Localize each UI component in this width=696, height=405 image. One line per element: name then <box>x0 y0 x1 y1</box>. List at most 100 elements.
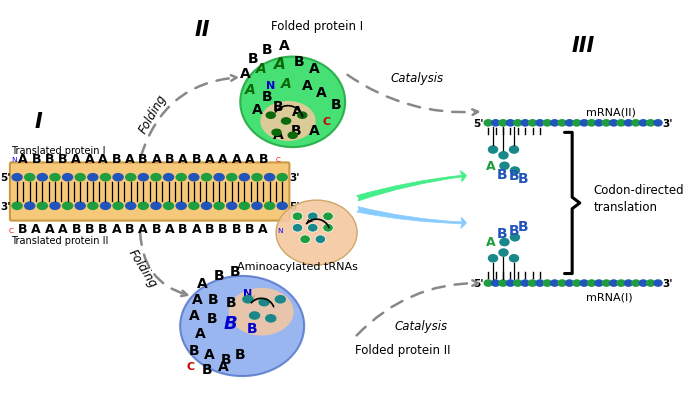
Text: B: B <box>496 227 507 241</box>
Text: A: A <box>31 223 41 236</box>
Text: A: A <box>98 152 108 165</box>
Ellipse shape <box>521 279 530 287</box>
Ellipse shape <box>631 120 640 127</box>
Text: B: B <box>224 314 237 333</box>
Ellipse shape <box>264 202 276 211</box>
Ellipse shape <box>62 173 73 182</box>
Ellipse shape <box>175 202 187 211</box>
Text: B: B <box>226 295 236 309</box>
Text: B: B <box>178 223 188 236</box>
Ellipse shape <box>499 162 509 171</box>
Ellipse shape <box>491 120 500 127</box>
Text: B: B <box>152 223 161 236</box>
Text: B: B <box>31 152 41 165</box>
Text: A: A <box>58 223 68 236</box>
Text: A: A <box>197 276 207 290</box>
Ellipse shape <box>74 173 86 182</box>
Text: A: A <box>45 223 54 236</box>
Text: B: B <box>191 152 201 165</box>
Text: II: II <box>194 20 210 40</box>
Text: B: B <box>496 168 507 182</box>
Text: B: B <box>221 352 231 367</box>
Ellipse shape <box>509 254 519 263</box>
Text: $_{\mathregular{N}}$: $_{\mathregular{N}}$ <box>11 155 17 165</box>
Text: B: B <box>72 223 81 236</box>
Text: B: B <box>232 223 242 236</box>
Ellipse shape <box>239 173 250 182</box>
Ellipse shape <box>188 202 200 211</box>
Ellipse shape <box>484 120 493 127</box>
Ellipse shape <box>505 279 515 287</box>
Text: A: A <box>244 83 255 97</box>
Ellipse shape <box>587 120 596 127</box>
Text: B: B <box>165 152 175 165</box>
Ellipse shape <box>125 202 136 211</box>
Ellipse shape <box>74 202 86 211</box>
Ellipse shape <box>125 173 136 182</box>
Text: B: B <box>208 292 219 307</box>
Text: A: A <box>279 38 290 53</box>
Ellipse shape <box>564 120 574 127</box>
Text: III: III <box>572 36 595 55</box>
Text: Aminoacylated tRNAs: Aminoacylated tRNAs <box>237 261 358 271</box>
Ellipse shape <box>240 58 345 148</box>
Ellipse shape <box>587 279 596 287</box>
Text: B: B <box>262 90 272 104</box>
Text: B: B <box>85 223 95 236</box>
Text: B: B <box>189 343 200 357</box>
Text: A: A <box>191 223 201 236</box>
Text: A: A <box>256 62 267 75</box>
Ellipse shape <box>24 202 35 211</box>
Text: mRNA(II): mRNA(II) <box>585 107 635 117</box>
Ellipse shape <box>557 120 567 127</box>
Text: A: A <box>219 152 228 165</box>
Ellipse shape <box>138 202 149 211</box>
Text: A: A <box>280 77 292 91</box>
Text: B: B <box>58 152 68 165</box>
Ellipse shape <box>594 279 603 287</box>
Text: Folded protein I: Folded protein I <box>271 20 363 33</box>
Text: A: A <box>487 160 496 173</box>
Text: 3': 3' <box>289 173 299 183</box>
Ellipse shape <box>488 146 498 154</box>
Ellipse shape <box>276 202 288 211</box>
Ellipse shape <box>150 202 161 211</box>
Text: B: B <box>331 98 341 111</box>
Text: A: A <box>205 152 214 165</box>
Ellipse shape <box>572 120 582 127</box>
Ellipse shape <box>11 173 23 182</box>
Text: 3': 3' <box>0 201 10 211</box>
Ellipse shape <box>214 173 225 182</box>
Ellipse shape <box>242 295 253 304</box>
Text: A: A <box>309 124 320 138</box>
Text: 3': 3' <box>662 278 672 288</box>
Ellipse shape <box>287 132 298 140</box>
Text: B: B <box>509 169 519 183</box>
Text: A: A <box>487 235 496 248</box>
Ellipse shape <box>251 202 262 211</box>
Ellipse shape <box>550 120 560 127</box>
Text: Translated protein II: Translated protein II <box>11 236 109 245</box>
Text: B: B <box>258 152 268 165</box>
Text: A: A <box>189 309 200 323</box>
Text: B: B <box>206 311 217 326</box>
Ellipse shape <box>580 120 589 127</box>
Ellipse shape <box>275 295 286 304</box>
Text: Codon-directed: Codon-directed <box>593 183 683 196</box>
Ellipse shape <box>638 120 648 127</box>
Ellipse shape <box>112 202 124 211</box>
Text: B: B <box>111 152 121 165</box>
Ellipse shape <box>646 279 656 287</box>
Text: A: A <box>152 152 161 165</box>
Text: Folded protein II: Folded protein II <box>355 343 450 356</box>
Ellipse shape <box>528 279 537 287</box>
Text: A: A <box>72 152 81 165</box>
Text: A: A <box>178 152 188 165</box>
Ellipse shape <box>308 224 318 232</box>
Ellipse shape <box>62 202 73 211</box>
Ellipse shape <box>271 129 282 137</box>
Text: $_{\mathregular{C}}$: $_{\mathregular{C}}$ <box>8 225 15 235</box>
Text: A: A <box>273 128 284 142</box>
Ellipse shape <box>528 120 537 127</box>
Text: C: C <box>187 361 195 371</box>
